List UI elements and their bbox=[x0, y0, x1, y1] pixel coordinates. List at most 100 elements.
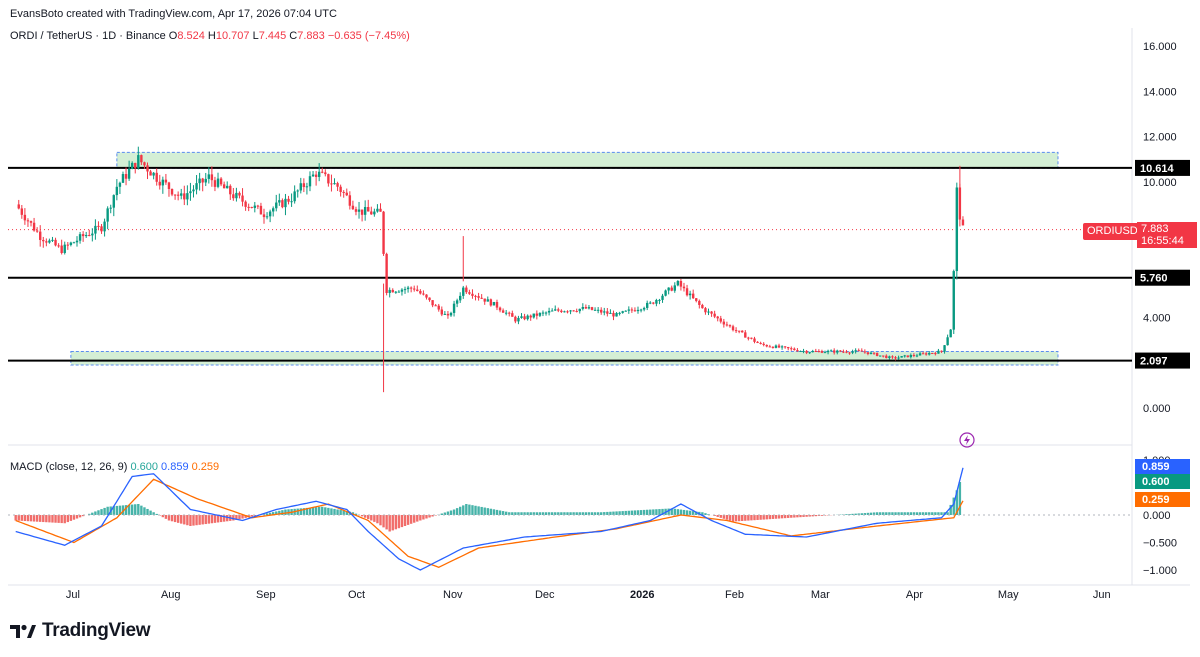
macd-hist-bar bbox=[584, 512, 588, 515]
macd-hist-bar bbox=[679, 509, 683, 515]
macd-hist-bar bbox=[431, 515, 434, 517]
macd-hist-bar bbox=[560, 512, 563, 515]
candle-body bbox=[961, 219, 965, 226]
macd-hist-bar bbox=[468, 504, 471, 515]
candle-body bbox=[701, 304, 704, 309]
macd-hist-bar bbox=[32, 515, 36, 522]
macd-hist-bar bbox=[600, 512, 603, 515]
macd-hist-bar bbox=[29, 515, 33, 522]
candle-body bbox=[345, 192, 348, 196]
macd-hist-bar bbox=[526, 512, 529, 515]
open-value: 8.524 bbox=[177, 30, 205, 42]
macd-hist-bar bbox=[241, 515, 244, 519]
candle-body bbox=[226, 185, 229, 189]
candle-body bbox=[707, 311, 710, 313]
candle-body bbox=[722, 321, 726, 325]
macd-hist-bar bbox=[900, 512, 903, 515]
macd-hist-bar bbox=[302, 508, 306, 515]
macd-tag-signal: 0.859 bbox=[1142, 461, 1170, 473]
candle-body bbox=[498, 307, 502, 311]
macd-hist-bar bbox=[762, 515, 765, 520]
candle-body bbox=[247, 206, 250, 208]
candle-body bbox=[39, 231, 42, 240]
macd-hist-bar bbox=[281, 510, 284, 515]
macd-hist-bar bbox=[747, 515, 750, 521]
change-value: −0.635 (−7.45%) bbox=[327, 30, 410, 42]
candle-body bbox=[54, 239, 57, 246]
candle-body bbox=[753, 338, 756, 342]
candle-body bbox=[734, 330, 738, 332]
macd-hist-bar bbox=[161, 515, 165, 518]
macd-hist-bar bbox=[888, 512, 891, 515]
candle-body bbox=[639, 309, 643, 311]
macd-hist-bar bbox=[42, 515, 45, 523]
candle-body bbox=[511, 313, 514, 317]
macd-hist-bar bbox=[621, 511, 624, 515]
candle-body bbox=[45, 241, 48, 243]
candle-body bbox=[949, 329, 952, 338]
candle-body bbox=[265, 216, 269, 218]
last-price-tag: 7.883 16:55:44 bbox=[1137, 222, 1197, 248]
level-tag-bg-0 bbox=[1135, 159, 1190, 176]
candle-body bbox=[508, 312, 511, 314]
candle-body bbox=[872, 352, 876, 354]
macd-hist-bar bbox=[201, 515, 204, 525]
macd-hist-bar bbox=[403, 515, 407, 526]
candle-body bbox=[802, 350, 805, 352]
candle-body bbox=[149, 171, 152, 176]
candle-body bbox=[268, 211, 272, 217]
candle-body bbox=[161, 179, 165, 186]
tradingview-logo[interactable]: TradingView bbox=[10, 620, 151, 642]
macd-hist-bar bbox=[940, 512, 943, 515]
tradingview-wordmark: TradingView bbox=[42, 620, 151, 641]
macd-hist-bar bbox=[498, 510, 502, 515]
macd-hist-bar bbox=[14, 515, 17, 521]
macd-hist-bar bbox=[440, 513, 444, 515]
candle-body bbox=[97, 225, 100, 227]
candle-body bbox=[900, 356, 903, 358]
macd-hist-bar bbox=[296, 508, 299, 515]
candle-body bbox=[155, 172, 158, 182]
time-tick-apr: Apr bbox=[906, 589, 923, 601]
candle-body bbox=[284, 198, 287, 208]
candle-body bbox=[207, 174, 211, 179]
macd-hist-bar bbox=[130, 504, 134, 515]
candle-body bbox=[348, 195, 352, 206]
candle-body bbox=[836, 350, 839, 353]
candle-body bbox=[333, 183, 336, 185]
macd-hist-bar bbox=[851, 513, 854, 515]
candle-body bbox=[26, 220, 30, 222]
candle-body bbox=[118, 182, 122, 187]
macd-hist-bar bbox=[311, 507, 315, 515]
candle-body bbox=[924, 353, 928, 355]
macd-hist-bar bbox=[489, 508, 493, 515]
candle-body bbox=[437, 305, 440, 310]
macd-hist-bar bbox=[308, 507, 312, 515]
macd-hist-bar bbox=[314, 507, 318, 515]
candle-body bbox=[590, 307, 594, 310]
candle-body bbox=[195, 183, 198, 190]
macd-hist-bar bbox=[955, 490, 959, 515]
macd-hist-bar bbox=[379, 515, 382, 526]
candle-body bbox=[946, 337, 949, 346]
macd-hist-bar bbox=[106, 506, 109, 515]
macd-hist-bar bbox=[152, 512, 155, 515]
candle-body bbox=[281, 200, 284, 208]
candle-body bbox=[894, 357, 897, 359]
candle-body bbox=[713, 313, 716, 317]
candle-body bbox=[354, 209, 358, 212]
macd-hist-bar bbox=[370, 515, 373, 521]
signal-line bbox=[15, 478, 964, 569]
candle-body bbox=[109, 207, 112, 209]
candle-body bbox=[259, 205, 263, 215]
macd-hist-bar bbox=[146, 508, 149, 515]
macd-hist-bar bbox=[388, 515, 391, 532]
candle-body bbox=[851, 351, 854, 353]
candle-body bbox=[388, 289, 391, 293]
candle-body bbox=[342, 191, 345, 193]
macd-hist-bar bbox=[235, 515, 238, 520]
candle-body bbox=[679, 280, 683, 287]
low-label: L bbox=[252, 30, 259, 42]
macd-hist-bar bbox=[385, 515, 388, 530]
